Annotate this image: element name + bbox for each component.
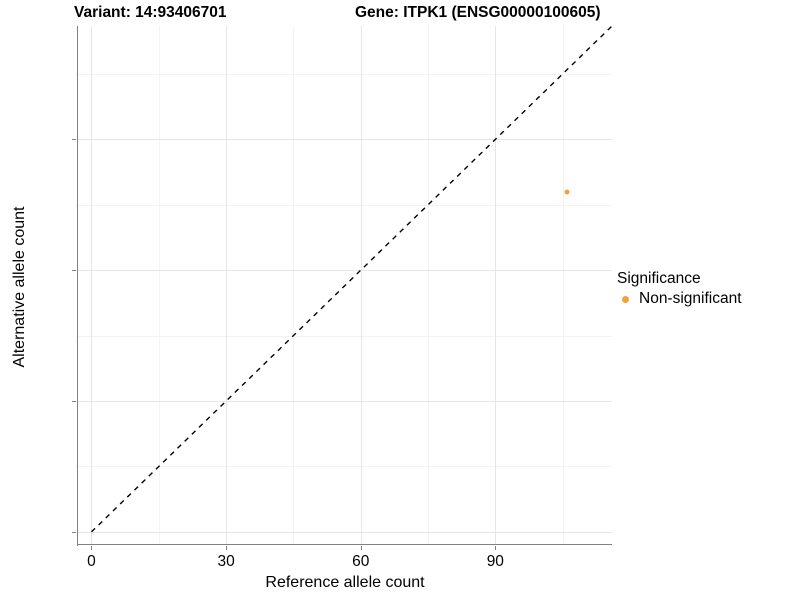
x-axis-tick-label: 90 — [486, 553, 504, 570]
legend-label: Non-significant — [639, 290, 742, 307]
gridline-horizontal — [78, 336, 612, 337]
x-axis-tick-label: 0 — [87, 553, 96, 570]
gridline-horizontal — [78, 270, 612, 271]
gridline-vertical — [293, 26, 294, 545]
y-axis-line — [77, 26, 79, 546]
gridline-vertical — [91, 26, 92, 545]
legend-entry[interactable]: Non-significant — [617, 290, 742, 308]
plot-panel — [78, 26, 612, 545]
x-axis-tick — [495, 546, 497, 550]
gridline-vertical — [495, 26, 496, 545]
chart-title-row: Variant: 14:93406701 Gene: ITPK1 (ENSG00… — [0, 0, 800, 26]
gridline-vertical — [361, 26, 362, 545]
y-axis-tick — [72, 139, 76, 141]
legend: Significance Non-significant — [617, 270, 742, 308]
y-axis-tick — [72, 531, 76, 533]
gridline-vertical — [563, 26, 564, 545]
legend-entries: Non-significant — [617, 290, 742, 308]
gridline-vertical — [428, 26, 429, 545]
y-axis-title: Alternative allele count — [11, 206, 28, 368]
gene-title: Gene: ITPK1 (ENSG00000100605) — [355, 4, 601, 21]
y-axis-tick — [72, 401, 76, 403]
gridline-horizontal — [78, 139, 612, 140]
variant-title: Variant: 14:93406701 — [74, 4, 227, 21]
gridline-horizontal — [78, 401, 612, 402]
legend-title: Significance — [617, 270, 701, 287]
gridline-horizontal — [78, 532, 612, 533]
y-axis-tick — [72, 270, 76, 272]
x-axis-tick — [226, 546, 228, 550]
x-axis-tick — [360, 546, 362, 550]
x-axis-title: Reference allele count — [265, 574, 425, 591]
legend-key-dot-icon — [617, 291, 634, 308]
data-point[interactable] — [564, 189, 570, 195]
gridline-horizontal — [78, 74, 612, 75]
gridline-vertical — [159, 26, 160, 545]
x-axis-tick-label: 30 — [217, 553, 235, 570]
gridline-horizontal — [78, 466, 612, 467]
x-axis-tick-label: 60 — [352, 553, 370, 570]
x-axis-line — [78, 544, 612, 546]
gridline-horizontal — [78, 205, 612, 206]
gridline-vertical — [226, 26, 227, 545]
x-axis-tick — [91, 546, 93, 550]
